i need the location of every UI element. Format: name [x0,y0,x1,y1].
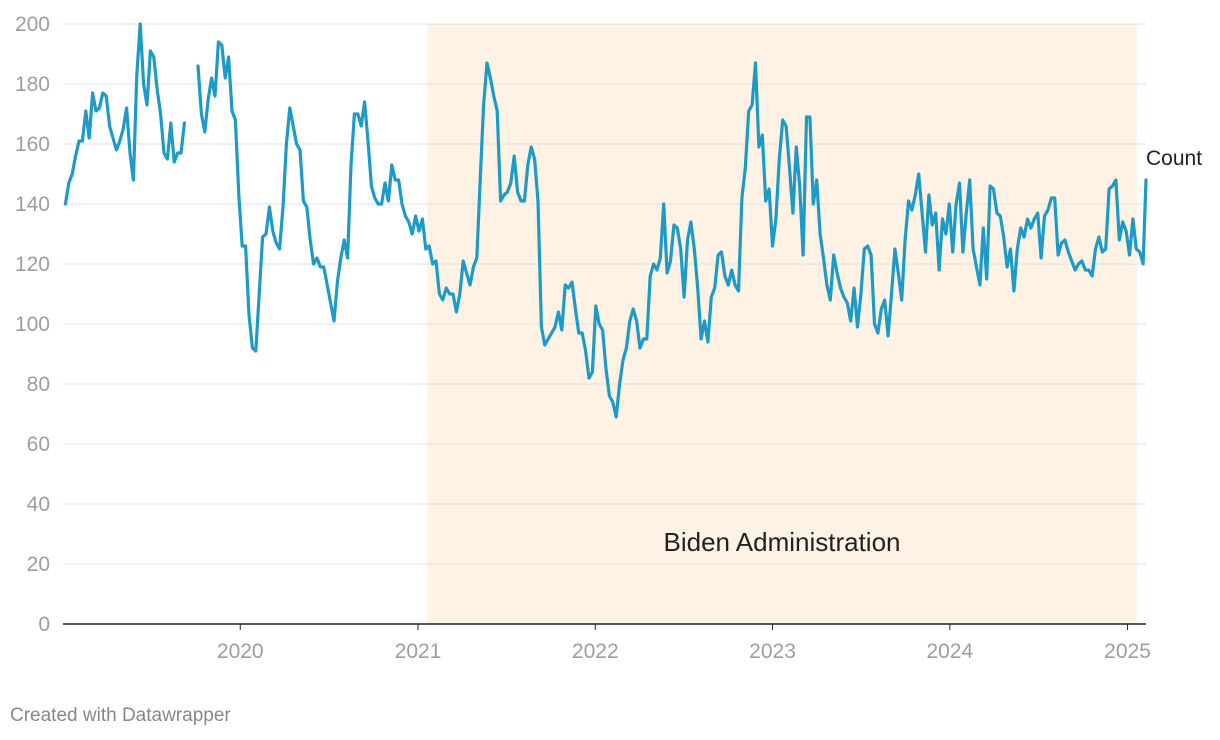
y-tick-label: 80 [27,373,50,396]
y-tick-label: 0 [38,613,50,636]
y-tick-label: 40 [27,493,50,516]
credit-text: Created with Datawrapper [10,705,231,726]
annotation-label: Biden Administration [663,527,900,557]
series-line [63,22,1148,419]
x-tick-label: 2021 [395,640,442,663]
x-tick-label: 2020 [217,640,264,663]
series-label: Count [1146,147,1202,170]
x-tick-label: 2022 [572,640,619,663]
y-tick-label: 120 [15,253,50,276]
y-tick-label: 140 [15,193,50,216]
axes: 0 20 40 60 80 100 120 140 160 180 200 2020 2021 2022 2… [15,13,1151,663]
x-tick-label: 2023 [749,640,796,663]
y-tick-label: 200 [15,13,50,36]
y-tick-label: 20 [27,553,50,576]
y-tick-label: 160 [15,133,50,156]
y-tick-label: 180 [15,73,50,96]
y-tick-label: 100 [15,313,50,336]
y-tick-label: 60 [27,433,50,456]
x-tick-label: 2025 [1104,640,1151,663]
series-layer: Count [63,22,1202,419]
x-tick-label: 2024 [926,640,973,663]
gridlines [63,23,1146,565]
